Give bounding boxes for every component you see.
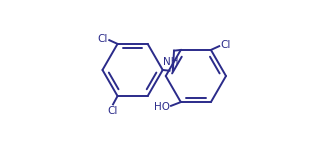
Text: NH: NH xyxy=(163,57,178,67)
Text: Cl: Cl xyxy=(108,105,118,116)
Text: Cl: Cl xyxy=(98,34,108,44)
Text: Cl: Cl xyxy=(220,40,230,50)
Text: HO: HO xyxy=(154,102,170,112)
